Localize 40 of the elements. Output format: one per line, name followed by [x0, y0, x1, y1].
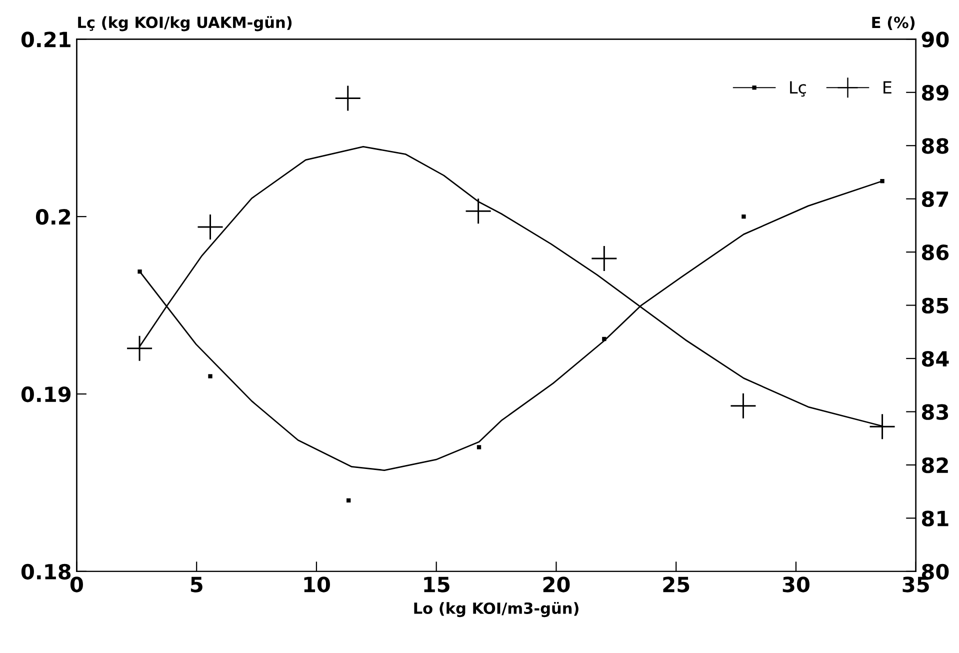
point — [730, 393, 756, 418]
y2-axis-title: E (%) — [872, 16, 915, 30]
x-tick-label: 30 — [782, 576, 810, 592]
y-tick-label: 0.21 — [21, 32, 70, 48]
y-tick-label: 0.2 — [36, 209, 70, 225]
point — [127, 336, 152, 361]
legend-label: E — [884, 81, 892, 94]
point — [880, 179, 884, 184]
y2-tick-label: 87 — [922, 191, 948, 208]
y-axis-title: Lç (kg KOI/kg UAKM-gün) — [78, 16, 292, 32]
y2-tick-label: 90 — [922, 32, 949, 48]
point — [602, 336, 606, 342]
point — [466, 198, 491, 224]
legend-label: Lç — [790, 81, 806, 97]
x-tick-label: 5 — [190, 576, 202, 592]
x-tick-label: 25 — [663, 576, 690, 592]
y2-tick-label: 89 — [922, 84, 948, 101]
y2-tick-label: 83 — [922, 404, 948, 420]
x-tick-label: 15 — [424, 576, 450, 592]
point — [335, 86, 360, 111]
x-tick-label: 0 — [70, 576, 83, 592]
y2-tick-label: 86 — [922, 244, 949, 260]
point — [742, 214, 746, 219]
y2-tick-label: 82 — [922, 457, 948, 474]
point — [592, 246, 617, 271]
y-tick-label: 0.18 — [21, 564, 71, 580]
point — [198, 214, 223, 240]
point — [870, 414, 895, 440]
y2-tick-label: 88 — [922, 138, 948, 154]
y2-tick-label: 85 — [922, 298, 948, 314]
point — [208, 374, 212, 378]
x-tick-label: 10 — [304, 576, 330, 592]
y-tick-label: 0.19 — [21, 386, 71, 402]
point — [476, 445, 482, 450]
point — [346, 498, 351, 502]
point — [138, 269, 142, 274]
y2-tick-label: 81 — [922, 510, 948, 526]
x-tick-label: 20 — [543, 576, 570, 592]
x-axis-title: Lo (kg KOI/m3-gün) — [414, 602, 578, 618]
y2-tick-label: 84 — [922, 350, 949, 367]
